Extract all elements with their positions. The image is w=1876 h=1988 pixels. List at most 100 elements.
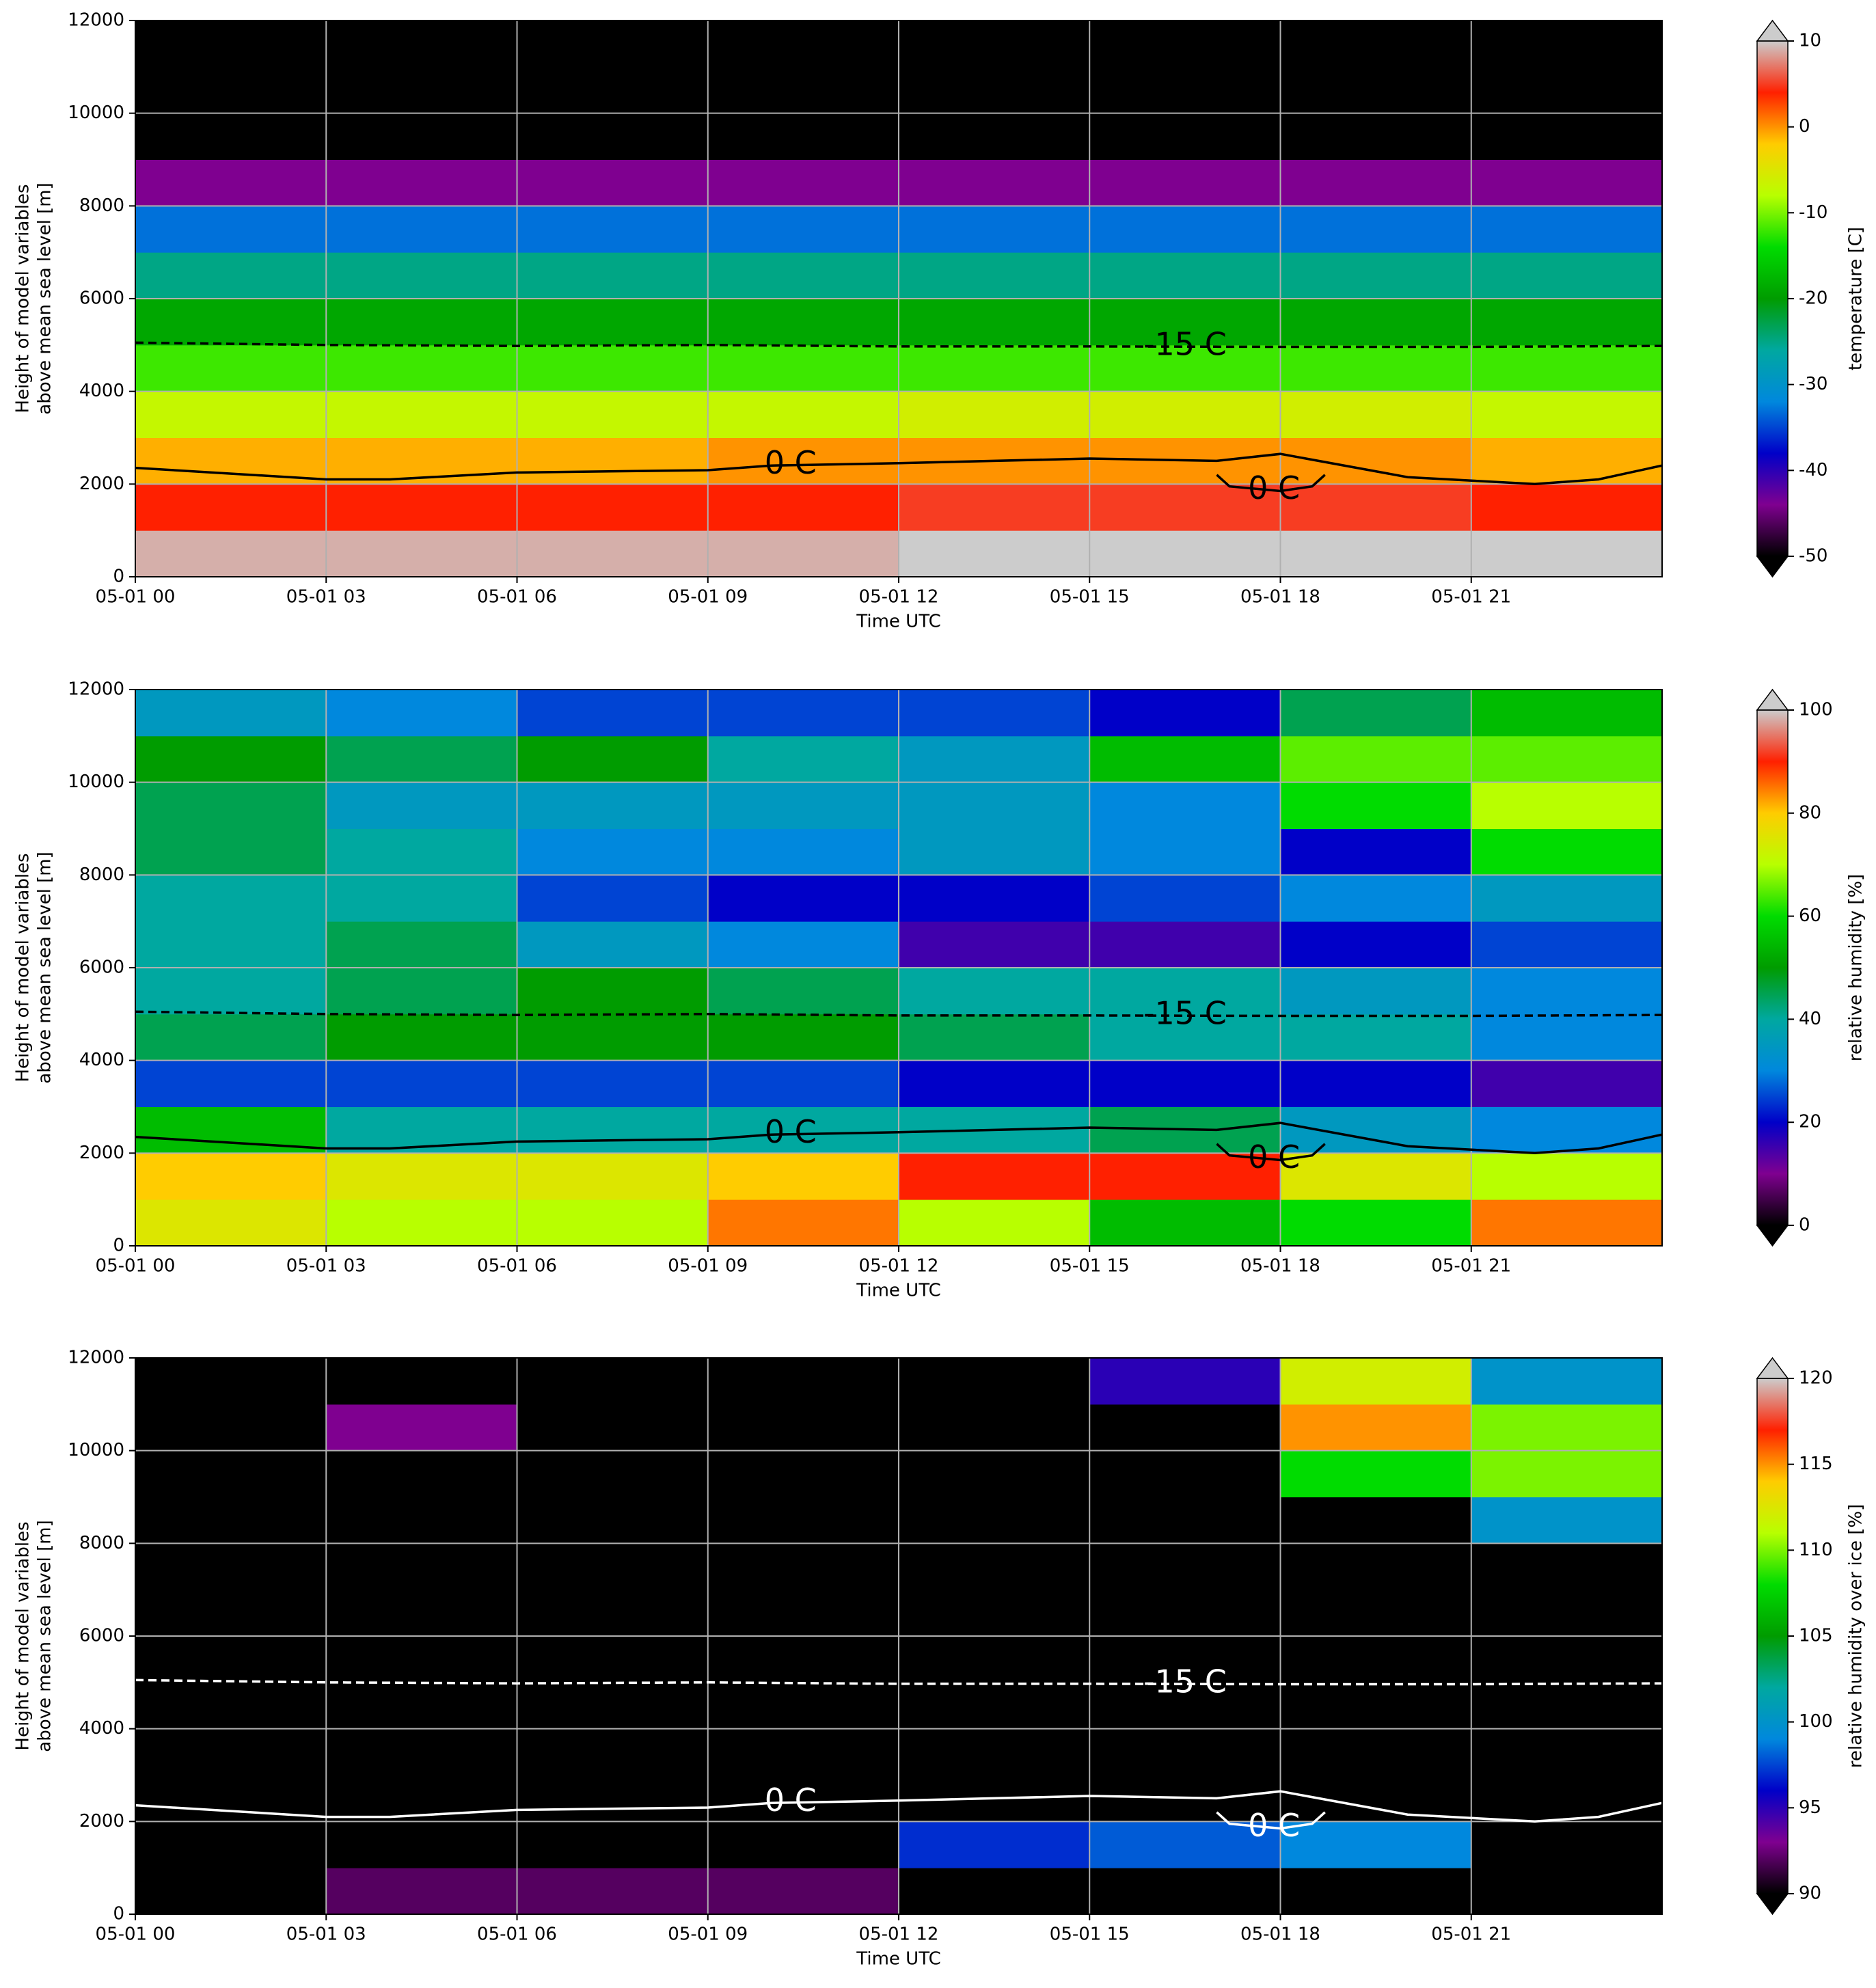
panel: 05-01 00 05-01 03 05-01 06 05-01 09 05-01 12… bbox=[13, 679, 1866, 1301]
contours: 0 C 0 C -15 C bbox=[135, 995, 1662, 1175]
heat-cell bbox=[1089, 206, 1281, 253]
heat-cell bbox=[1471, 206, 1662, 253]
x-tick-label: 05-01 18 bbox=[1240, 587, 1320, 608]
heat-cell bbox=[135, 1821, 327, 1868]
heat-cell bbox=[517, 1543, 709, 1590]
heat-cell bbox=[1089, 391, 1281, 438]
heat-cell bbox=[326, 484, 517, 531]
heat-cell bbox=[135, 1450, 327, 1497]
plot-frame bbox=[135, 20, 1663, 577]
heat-cell bbox=[707, 1821, 899, 1868]
heat-cell bbox=[1471, 113, 1662, 160]
heat-cell bbox=[899, 159, 1090, 206]
heat-cell bbox=[326, 344, 517, 392]
heat-cell bbox=[517, 21, 709, 68]
heat-cell bbox=[135, 21, 327, 68]
y-tick-label: 6000 bbox=[79, 957, 124, 978]
x-tick-label: 05-01 21 bbox=[1431, 587, 1511, 608]
heat-cell bbox=[135, 1868, 327, 1914]
heat-cell bbox=[707, 1497, 899, 1544]
heat-cell bbox=[1089, 968, 1281, 1015]
y-tick-label: 2000 bbox=[79, 1143, 124, 1163]
colorbar-tick-label: -40 bbox=[1799, 460, 1827, 480]
y-tick-label: 12000 bbox=[68, 10, 124, 31]
heat-cell bbox=[135, 690, 327, 737]
heat-cell bbox=[517, 735, 709, 783]
heat-cell bbox=[707, 828, 899, 875]
heat-cell bbox=[326, 206, 517, 253]
heat-cell bbox=[135, 782, 327, 829]
heat-cell bbox=[707, 690, 899, 737]
colorbar-tick-label: 95 bbox=[1799, 1797, 1821, 1818]
y-tick-label: 12000 bbox=[68, 679, 124, 700]
x-tick-label: 05-01 21 bbox=[1431, 1924, 1511, 1945]
heat-cell bbox=[326, 1682, 517, 1730]
contour-label: 0 C bbox=[765, 1113, 817, 1150]
x-tick-label: 05-01 03 bbox=[286, 1924, 366, 1945]
heat-cell bbox=[1280, 1404, 1472, 1452]
y-tick-label: 6000 bbox=[79, 288, 124, 309]
y-axis-title: above mean sea level [m] bbox=[35, 182, 55, 414]
heat-cell bbox=[899, 344, 1090, 392]
heat-cell bbox=[707, 299, 899, 346]
heatmap bbox=[135, 21, 1662, 577]
heat-cell bbox=[1280, 1590, 1472, 1637]
heat-cell bbox=[517, 828, 709, 875]
colorbar-title: temperature [C] bbox=[1846, 227, 1866, 370]
contour-label: -15 C bbox=[1143, 326, 1227, 363]
heat-cell bbox=[707, 968, 899, 1015]
heat-cell bbox=[1280, 21, 1472, 68]
heat-cell bbox=[517, 344, 709, 392]
heat-cell bbox=[1471, 1358, 1662, 1405]
colorbar-tick-label: -30 bbox=[1799, 374, 1827, 394]
panel: 05-01 00 05-01 03 05-01 06 05-01 09 05-01 12… bbox=[13, 1348, 1866, 1970]
heat-cell bbox=[1471, 690, 1662, 737]
heat-cell bbox=[899, 1199, 1090, 1246]
heat-cell bbox=[1471, 735, 1662, 783]
heat-cell bbox=[1280, 1682, 1472, 1730]
heat-cell bbox=[517, 921, 709, 968]
heat-cell bbox=[707, 1153, 899, 1200]
heat-cell bbox=[1471, 828, 1662, 875]
contours: 0 C 0 C -15 C bbox=[135, 1663, 1662, 1844]
x-axis-title: Time UTC bbox=[856, 1281, 940, 1301]
x-axis-title: Time UTC bbox=[856, 1949, 940, 1970]
heat-cell bbox=[899, 1590, 1090, 1637]
heat-cell bbox=[707, 1199, 899, 1246]
heat-cell bbox=[1471, 1636, 1662, 1683]
heat-cell bbox=[1471, 391, 1662, 438]
heat-cell bbox=[326, 828, 517, 875]
heat-cell bbox=[707, 113, 899, 160]
heat-cell bbox=[135, 1636, 327, 1683]
heat-cell bbox=[135, 968, 327, 1015]
heat-cell bbox=[517, 1497, 709, 1544]
heat-cell bbox=[517, 968, 709, 1015]
heat-cell bbox=[135, 206, 327, 253]
y-tick-label: 6000 bbox=[79, 1626, 124, 1646]
heat-cell bbox=[899, 828, 1090, 875]
colorbar-extend-top bbox=[1756, 688, 1789, 711]
heat-cell bbox=[326, 159, 517, 206]
heat-cell bbox=[1089, 1636, 1281, 1683]
colorbar-tick-label: 0 bbox=[1799, 116, 1810, 137]
colorbar-extend-top bbox=[1756, 19, 1789, 42]
heat-cell bbox=[517, 437, 709, 485]
x-axis-title: Time UTC bbox=[856, 612, 940, 632]
heat-cell bbox=[135, 391, 327, 438]
heat-cell bbox=[517, 484, 709, 531]
heat-cell bbox=[707, 21, 899, 68]
x-tick-label: 05-01 06 bbox=[477, 1924, 557, 1945]
heat-cell bbox=[1089, 1682, 1281, 1730]
heat-cell bbox=[1280, 1636, 1472, 1683]
heat-cell bbox=[1280, 159, 1472, 206]
contour-line bbox=[135, 341, 1662, 349]
heat-cell bbox=[707, 1543, 899, 1590]
heat-cell bbox=[899, 206, 1090, 253]
heat-cell bbox=[517, 1199, 709, 1246]
heat-cell bbox=[899, 299, 1090, 346]
x-tick-label: 05-01 21 bbox=[1431, 1256, 1511, 1277]
heat-cell bbox=[707, 1060, 899, 1107]
heat-cell bbox=[1089, 921, 1281, 968]
heat-cell bbox=[707, 782, 899, 829]
